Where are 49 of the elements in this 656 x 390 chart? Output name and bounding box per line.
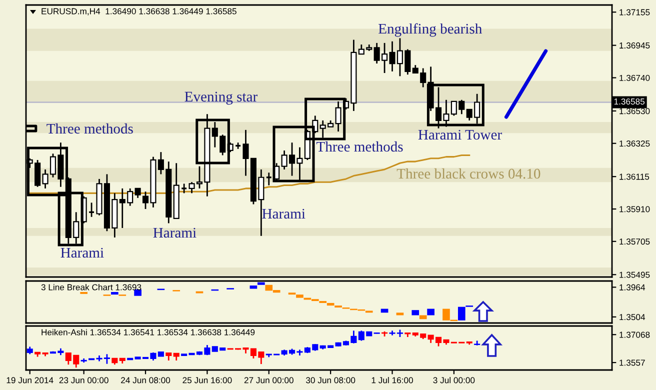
x-tick-label: 24 Jun 08:00 xyxy=(121,377,170,384)
y-tick-label: 1.36945 xyxy=(620,42,650,49)
bar xyxy=(427,308,434,316)
candlestick xyxy=(180,183,188,194)
y-tick-label: 1.3504 xyxy=(620,314,646,320)
annotation: Harami xyxy=(153,228,196,238)
annotation: Evening star xyxy=(184,92,258,105)
x-tick-label: 19 Jun 2014 xyxy=(6,377,54,384)
y-tick-label: 1.3964 xyxy=(620,284,646,290)
bar xyxy=(396,312,404,316)
chart-title: Heiken-Ashi 1.36534 1.36541 1.36534 1.36638 1.36449 xyxy=(42,328,255,336)
annotation: Harami xyxy=(60,248,104,258)
x-tick-label: 23 Jun 00:00 xyxy=(59,377,108,384)
candlestick xyxy=(134,188,141,199)
annotation: Engulfing bearish xyxy=(378,23,482,37)
bar xyxy=(326,302,334,306)
bar xyxy=(412,310,420,316)
bar xyxy=(111,292,118,295)
bar xyxy=(419,315,427,320)
y-tick-label: 1.37068 xyxy=(620,332,650,338)
chart-title: EURUSD.m,H4 1.36490 1.36638 1.36449 1.36585 xyxy=(42,8,236,16)
x-tick-label: 25 Jun 16:00 xyxy=(182,377,232,384)
y-tick-label: 1.36530 xyxy=(620,108,650,114)
y-tick-label: 1.37155 xyxy=(620,9,650,16)
bar xyxy=(296,294,304,298)
bar xyxy=(134,289,142,296)
x-tick-label: 1 Jul 16:00 xyxy=(372,376,413,384)
chart-title: 3 Line Break Chart 1.3693 xyxy=(41,284,142,290)
x-tick-label: 3 Jul 00:00 xyxy=(433,376,475,384)
x-tick-label: 27 Jun 00:00 xyxy=(244,377,294,384)
ref-line-label: 1.36585 xyxy=(614,98,645,105)
band-label: Three black crows 04.10 xyxy=(396,168,540,179)
y-tick-label: 1.35705 xyxy=(620,238,650,245)
candlestick xyxy=(335,100,342,132)
annotation: Three methods xyxy=(316,141,403,152)
y-tick-label: 1.36740 xyxy=(620,74,650,81)
y-tick-label: 1.35495 xyxy=(620,272,650,278)
bar xyxy=(250,286,258,289)
y-tick-label: 1.36325 xyxy=(620,140,650,147)
bar xyxy=(258,282,265,285)
x-tick-label: 30 Jun 08:00 xyxy=(306,377,356,384)
candlestick xyxy=(88,202,95,218)
y-tick-label: 1.3557 xyxy=(620,360,645,366)
annotation: Harami xyxy=(262,208,306,219)
y-tick-label: 1.35910 xyxy=(620,206,650,212)
annotation: Three methods xyxy=(46,123,133,134)
bar xyxy=(458,306,466,320)
y-tick-label: 1.36115 xyxy=(620,174,650,180)
annotation: Harami Tower xyxy=(418,130,502,140)
